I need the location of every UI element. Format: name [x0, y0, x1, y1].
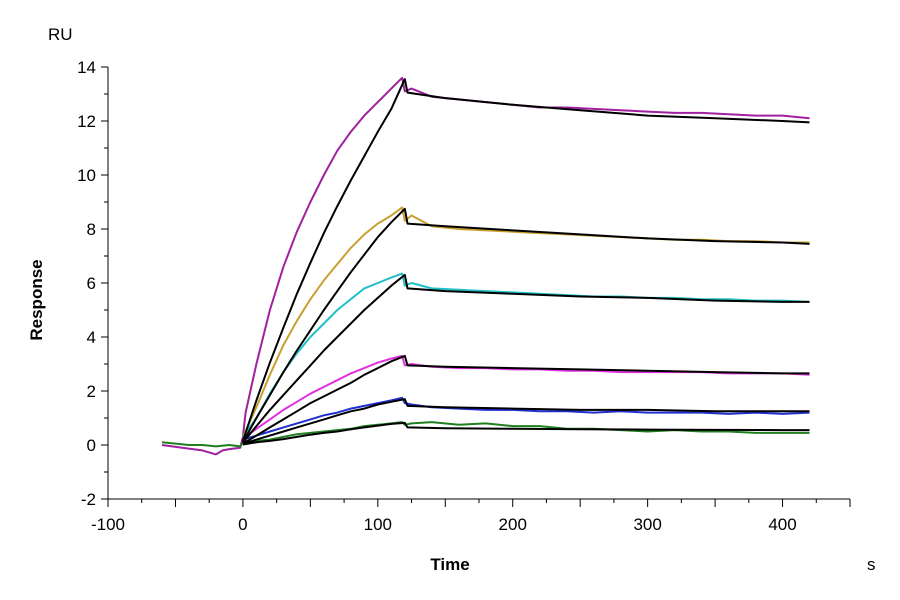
y-ticks: -2 0 2 4 6 8 10 12 14: [77, 58, 108, 509]
x-tick-label: -100: [91, 515, 125, 534]
y-tick-label: 8: [87, 220, 96, 239]
y-tick-label: 6: [87, 274, 96, 293]
y-tick-label: 14: [77, 58, 96, 77]
fit-curve-1: [241, 78, 810, 442]
x-ticks: -100 0 100 200 300 400: [91, 499, 851, 534]
fit-curve-5: [242, 398, 810, 446]
response-curve-3: [242, 272, 810, 438]
x-tick-label: 0: [238, 515, 247, 534]
x-tick-label: 300: [633, 515, 661, 534]
fit-curve-3: [242, 273, 810, 444]
y-unit-label: RU: [48, 25, 73, 44]
x-tick-label: 400: [768, 515, 796, 534]
x-axis-title: Time: [430, 555, 469, 574]
y-tick-label: 0: [87, 436, 96, 455]
fit-curve-2: [242, 207, 810, 443]
x-tick-label: 200: [499, 515, 527, 534]
y-tick-label: 2: [87, 382, 96, 401]
y-tick-label: -2: [81, 490, 96, 509]
y-tick-label: 12: [77, 112, 96, 131]
series-layer: [161, 76, 810, 456]
fit-curve-4: [242, 354, 810, 445]
y-axis-title: Response: [27, 259, 46, 340]
x-unit-label: s: [867, 555, 876, 574]
axes: -2 0 2 4 6 8 10 12 14 -100 0 100 200 300 400: [77, 58, 851, 534]
x-tick-label: 100: [364, 515, 392, 534]
response-curve-1: [161, 76, 810, 456]
fit-layer: [241, 78, 810, 446]
fit-curve-6: [242, 421, 810, 446]
y-tick-label: 10: [77, 166, 96, 185]
y-tick-label: 4: [87, 328, 96, 347]
